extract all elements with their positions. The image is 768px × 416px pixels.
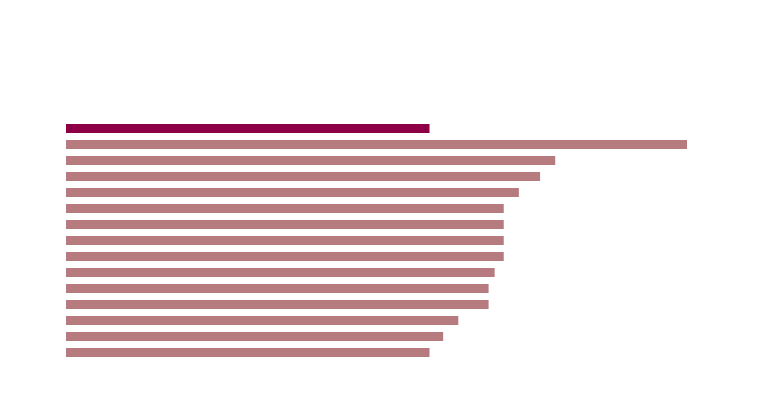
bar [66, 252, 504, 261]
bar [66, 300, 489, 309]
bar [66, 204, 504, 213]
bar [66, 236, 504, 245]
bar [66, 268, 495, 277]
bar-highlighted [66, 124, 430, 133]
bar [66, 172, 541, 181]
bar [66, 332, 444, 341]
bar [66, 284, 489, 293]
bar [66, 220, 504, 229]
bar [66, 188, 519, 197]
bar [66, 316, 459, 325]
bar [66, 156, 556, 165]
bar [66, 140, 687, 149]
bar [66, 348, 430, 357]
